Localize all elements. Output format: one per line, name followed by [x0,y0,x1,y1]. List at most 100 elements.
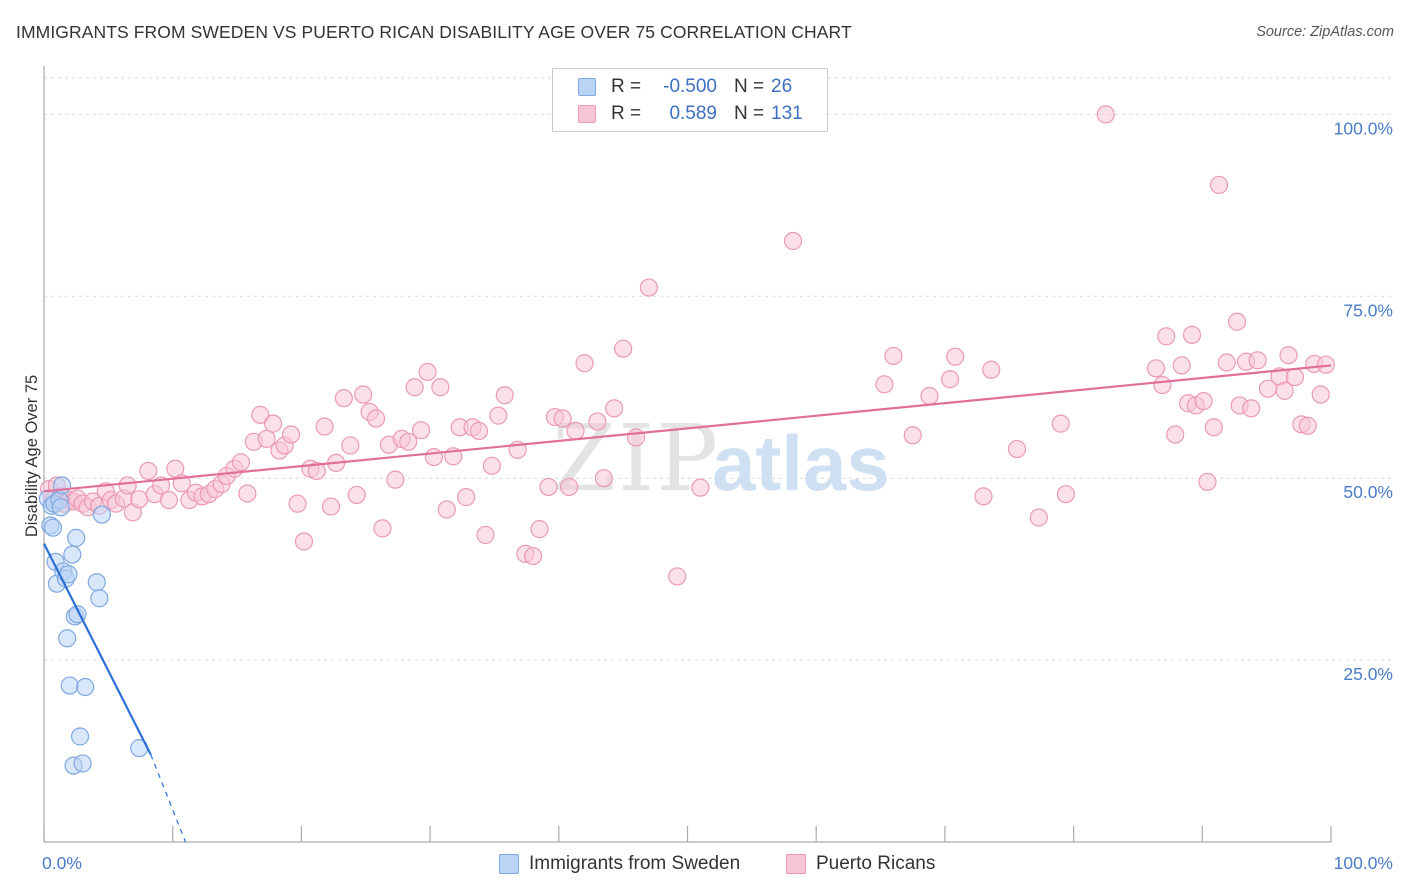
puerto-ricans-point [974,487,993,506]
legend-r-value: -0.500 [663,76,717,97]
puerto-ricans-point [315,417,334,436]
sweden-trendline-extension [150,754,187,843]
watermark-zip: ZIP [552,405,720,512]
puerto-ricans-point [668,567,687,586]
puerto-ricans-point [1182,325,1202,344]
puerto-ricans-point [1298,416,1317,435]
sweden-point [90,589,109,608]
puerto-ricans-point [1153,375,1172,395]
puerto-ricans-point [424,447,444,467]
puerto-ricans-point [386,470,405,489]
puerto-ricans-point [946,347,965,366]
axes [43,66,1332,843]
puerto-ricans-point [639,278,658,297]
x-tick-label: 100.0% [1334,853,1393,873]
puerto-ricans-point [399,432,418,451]
puerto-ricans-point [903,426,922,445]
puerto-ricans-point [307,461,326,481]
puerto-ricans-point [523,546,543,566]
sweden-point [43,518,63,537]
puerto-ricans-point [238,484,257,503]
puerto-ricans-point [130,490,149,509]
y-tick-label: 50.0% [1343,482,1393,502]
puerto-ricans-point [139,461,158,481]
legend-row-puerto-ricans: R = 0.589 N = 131 [553,101,827,127]
puerto-ricans-point [405,378,424,397]
series-name: Puerto Ricans [816,853,936,874]
puerto-ricans-point [159,490,178,510]
puerto-ricans-point [1248,351,1267,370]
watermark-atlas: atlas [712,419,890,507]
sweden-point [58,629,77,648]
puerto-ricans-point [1204,418,1223,437]
puerto-ricans-point [1285,367,1305,387]
puerto-ricans-point [614,339,633,358]
legend-swatch-blue [578,78,596,96]
sweden-trendline [43,543,152,756]
sweden-point [87,573,106,592]
legend-swatch-pink [578,105,596,123]
series-name: Immigrants from Sweden [529,853,741,874]
puerto-ricans-point [1242,399,1261,418]
puerto-ricans-point [476,525,495,545]
sweden-point [70,727,90,746]
puerto-ricans-point [418,362,437,382]
puerto-ricans-point [626,428,646,447]
puerto-ricans-point [875,375,894,394]
y-axis-label: Disability Age Over 75 [23,375,41,537]
puerto-ricans-point [263,414,283,433]
sweden-point [60,676,79,695]
puerto-ricans-point [884,346,903,366]
puerto-ricans-point [231,453,251,472]
puerto-ricans-point [605,399,624,418]
puerto-ricans-point [1172,356,1191,375]
puerto-ricans-point [495,386,514,405]
sweden-point [92,505,112,524]
series-swatch-pink [786,854,806,874]
y-tick-label: 75.0% [1343,300,1393,320]
series-swatch-blue [499,854,519,874]
puerto-ricans-point [1029,508,1048,527]
puerto-ricans-point [982,360,1001,379]
puerto-ricans-point [920,386,939,406]
tick-labels: 25.0% 50.0% 75.0% 100.0% 0.0% 100.0% [42,118,1393,873]
puerto-ricans-point [1194,391,1213,411]
sweden-points [38,476,149,775]
puerto-ricans-point [1056,485,1075,504]
legend-n-value: 26 [771,76,793,97]
puerto-ricans-point [1146,359,1166,378]
legend-r-label: R = [611,103,642,124]
puerto-ricans-point [594,469,613,488]
watermark: ZIP atlas [552,405,890,512]
puerto-ricans-point [482,456,501,475]
puerto-ricans-point [251,405,270,424]
puerto-ricans-point [366,409,386,428]
puerto-ricans-point [691,478,710,497]
puerto-ricans-point [288,494,307,513]
puerto-ricans-point [1227,312,1247,331]
legend-r-label: R = [611,76,642,97]
puerto-ricans-point [566,421,585,440]
puerto-ricans-point [282,425,301,444]
puerto-ricans-point [1275,381,1294,400]
puerto-ricans-point [373,519,392,538]
puerto-ricans-point [1007,439,1027,459]
puerto-ricans-point [1279,346,1298,365]
puerto-ricans-point [354,385,373,404]
legend-n-label: N = [734,76,765,97]
puerto-ricans-point [341,436,360,455]
sweden-point [52,476,72,495]
legend-n-label: N = [734,103,765,124]
puerto-ricans-point [321,497,341,516]
chart-source: Source: ZipAtlas.com [1256,24,1394,40]
puerto-ricans-point [588,412,607,431]
y-tick-label: 100.0% [1334,118,1393,138]
trendlines [43,364,1332,843]
puerto-ricans-point [431,378,450,397]
sweden-point [51,498,70,517]
sweden-point [73,754,92,773]
puerto-ricans-point [1051,414,1070,433]
sweden-point [67,528,86,547]
stats-legend: R = -0.500 N = 26 R = 0.589 N = 131 [552,68,828,132]
